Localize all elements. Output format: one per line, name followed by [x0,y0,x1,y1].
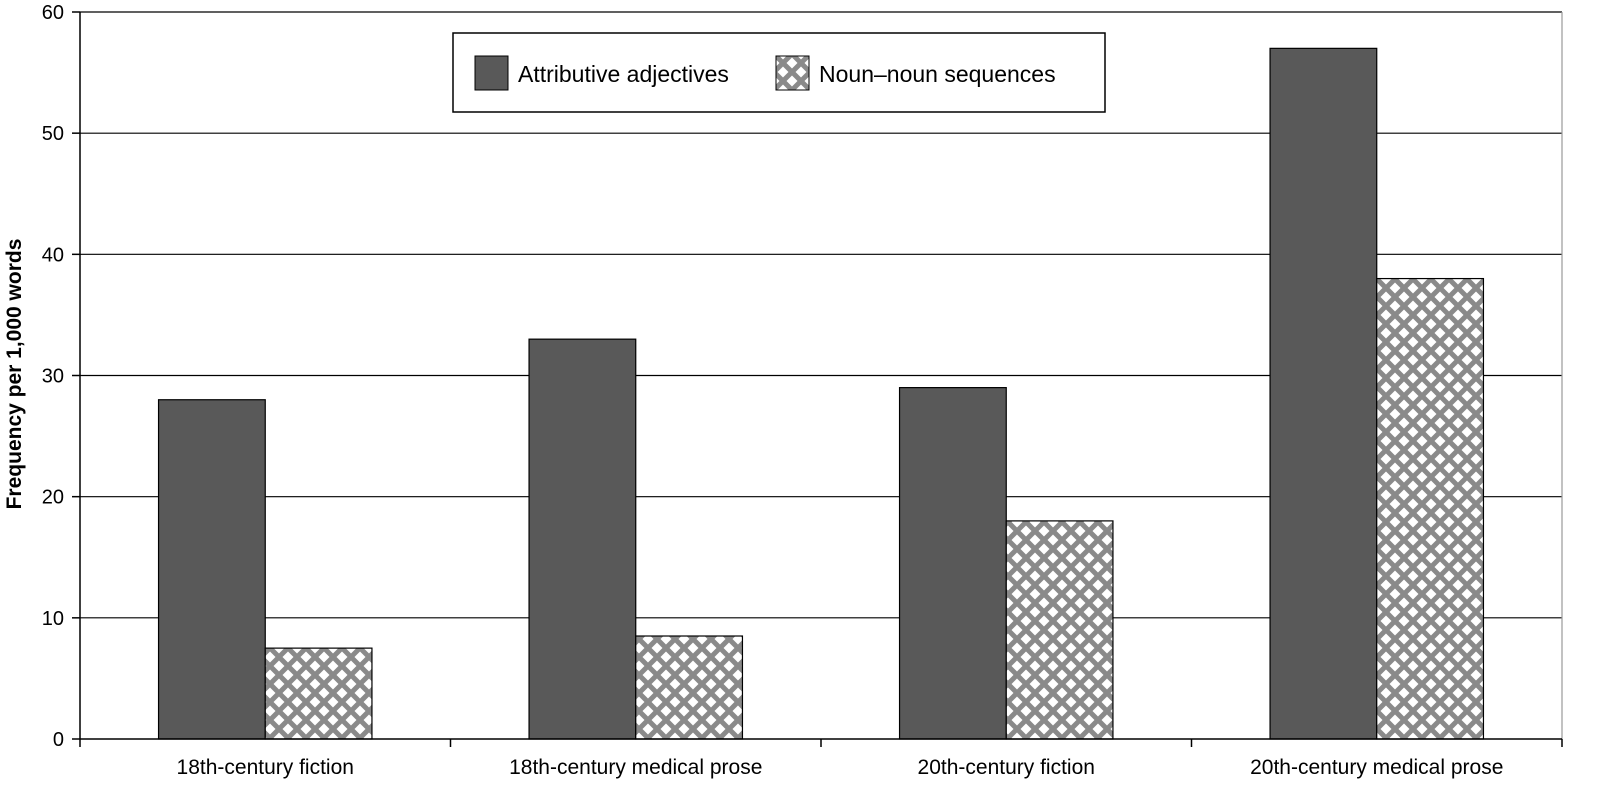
bar-noun-noun-sequences [1005,520,1114,740]
y-axis-label: Frequency per 1,000 words [3,239,26,510]
x-tick-label: 20th-century medical prose [1250,756,1503,779]
bar-noun-noun-sequences [264,647,373,740]
bar-noun-noun-sequences [635,635,744,740]
bar-attributive-adjectives [157,399,266,740]
y-tick-label: 60 [42,2,64,24]
y-tick-label: 20 [42,487,64,509]
x-tick-label: 18th-century medical prose [509,756,762,779]
bar-attributive-adjectives [1269,47,1378,740]
legend-label-attributive-adjectives: Attributive adjectives [518,61,729,87]
bar-attributive-adjectives [898,387,1007,740]
bar-attributive-adjectives [528,338,637,740]
x-tick-label: 20th-century fiction [918,756,1095,779]
bar-noun-noun-sequences [1376,277,1485,740]
y-tick-label: 10 [42,608,64,630]
y-tick-label: 40 [42,244,64,266]
axes: 0 10 20 30 40 50 60 18th-century fiction 18th-ce… [42,2,1563,779]
y-tick-label: 0 [53,729,64,751]
y-tick-label: 50 [42,123,64,145]
legend-swatch-noun-noun-sequences [775,55,810,91]
legend-swatch-attributive-adjectives [474,55,509,91]
legend: Attributive adjectives Noun–noun sequenc… [452,32,1106,113]
bars [157,47,1485,740]
legend-label-noun-noun-sequences: Noun–noun sequences [819,61,1056,87]
y-tick-label: 30 [42,366,64,388]
x-tick-label: 18th-century fiction [177,756,354,779]
